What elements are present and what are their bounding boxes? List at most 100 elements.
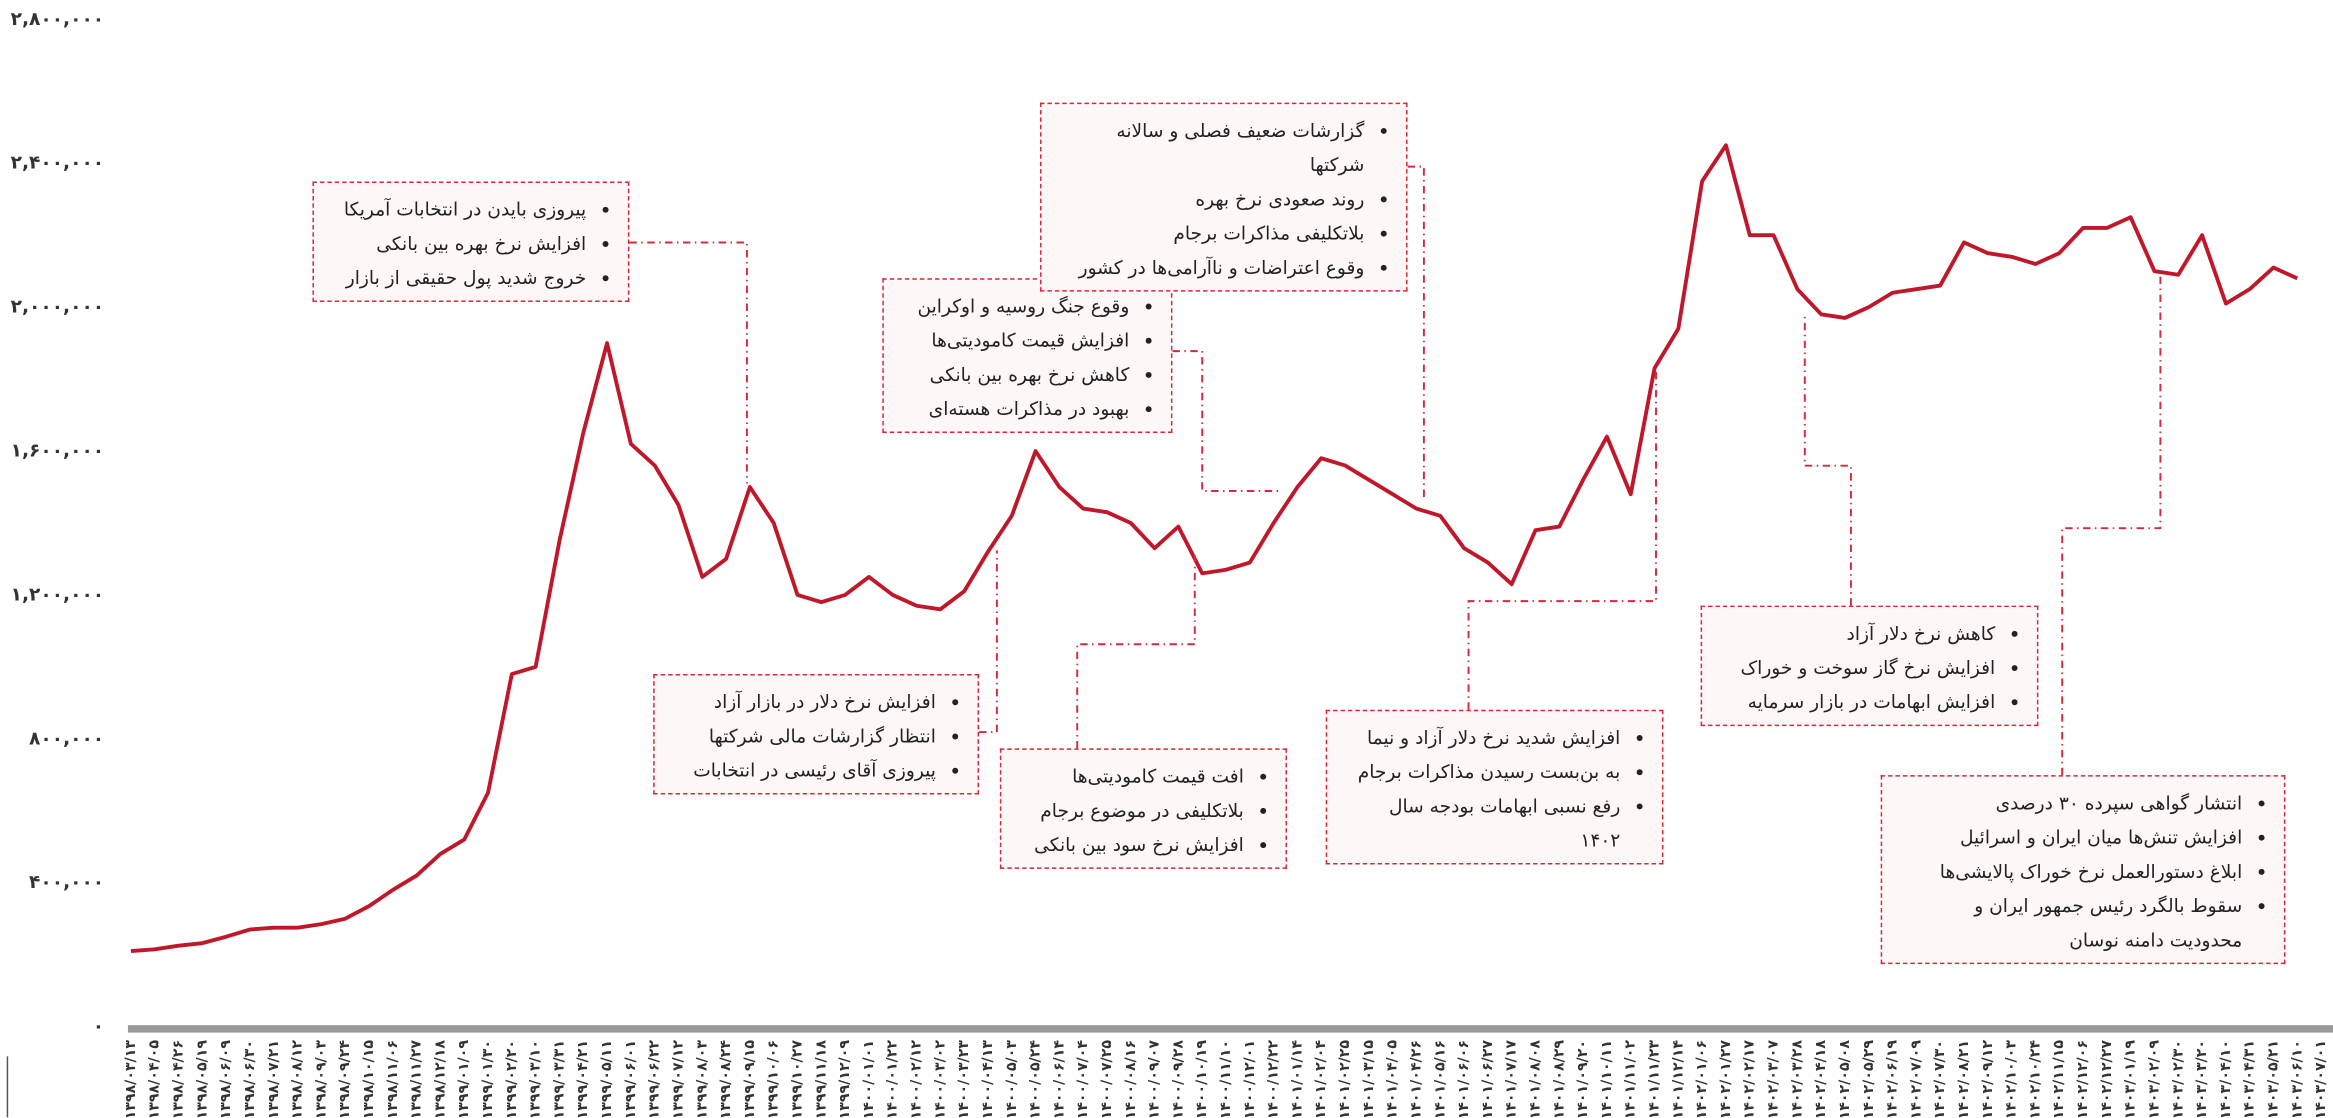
x-tick-label: ۱۴۰۳/۰۲/۰۹ (2146, 1040, 2162, 1118)
x-tick-label: ۱۳۹۹/۱۱/۱۸ (813, 1040, 829, 1118)
annotation-item: گزارشات ضعیف فصلی و سالانه شرکتها (1062, 113, 1364, 181)
x-tick-label: ۱۳۹۸/۰۴/۰۵ (147, 1040, 163, 1118)
x-tick-label: ۱۳۹۹/۰۶/۲۲ (647, 1040, 663, 1118)
annotation-item: افزایش قیمت کامودیتی‌ها (905, 323, 1129, 357)
x-tick-label: ۱۴۰۲/۰۹/۱۲ (1980, 1040, 1996, 1118)
x-tick-label: ۱۴۰۲/۱۰/۲۴ (2027, 1040, 2043, 1118)
x-tick-label: ۱۴۰۰/۰۷/۲۵ (1099, 1040, 1115, 1118)
x-tick-label: ۱۳۹۹/۰۱/۰۹ (456, 1040, 472, 1118)
x-tick-label: ۱۳۹۹/۰۶/۰۱ (623, 1040, 639, 1117)
annotation-box: افزایش شدید نرخ دلار آزاد و نیمابه بن‌بس… (1325, 709, 1664, 865)
x-tick-label: ۱۳۹۹/۱۰/۰۶ (766, 1040, 782, 1117)
annotation-item: به بن‌بست رسیدن مذاکرات برجام (1348, 754, 1621, 788)
annotation-list: افزایش شدید نرخ دلار آزاد و نیمابه بن‌بس… (1348, 720, 1647, 857)
x-axis-band (127, 1025, 2333, 1033)
x-tick-label: ۱۳۹۹/۰۴/۲۱ (575, 1040, 591, 1117)
x-tick-label: ۱۴۰۰/۰۱/۲۲ (885, 1040, 901, 1118)
annotation-item: افزایش شدید نرخ دلار آزاد و نیما (1348, 720, 1620, 754)
x-tick-label: ۱۳۹۸/۰۶/۳۰ (242, 1040, 258, 1117)
annotation-item: پیروزی آقای رئیسی در انتخابات (675, 753, 936, 787)
annotation-item: کاهش نرخ دلار آزاد (1723, 616, 1996, 650)
x-tick-label: ۱۴۰۲/۰۱/۰۶ (1694, 1040, 1710, 1117)
annotation-item: رفع نسبی ابهامات بودجه سال ۱۴۰۲ (1348, 789, 1620, 857)
x-tick-label: ۱۴۰۱/۰۴/۰۵ (1385, 1040, 1401, 1118)
x-tick-label: ۱۳۹۹/۰۵/۱۱ (599, 1040, 615, 1117)
annotation-box: انتشار گواهی سپرده ۳۰ درصدیافزایش تنش‌ها… (1880, 775, 2286, 965)
annotation-item: کاهش نرخ بهره بین بانکی (905, 357, 1130, 391)
x-tick-label: ۱۴۰۰/۰۵/۲۴ (1028, 1040, 1044, 1118)
x-tick-label: ۱۳۹۸/۱۰/۱۵ (361, 1040, 377, 1118)
x-tick-label: ۱۴۰۱/۰۲/۰۴ (1313, 1040, 1329, 1118)
x-tick-label: ۱۴۰۲/۰۸/۲۱ (1956, 1040, 1972, 1117)
x-tick-label: ۱۴۰۳/۰۳/۲۰ (2194, 1040, 2210, 1117)
x-tick-label: ۱۳۹۸/۰۹/۰۳ (313, 1040, 329, 1118)
x-tick-label: ۱۴۰۲/۰۴/۱۸ (1813, 1040, 1829, 1118)
x-tick-label: ۱۳۹۹/۰۲/۲۰ (504, 1040, 520, 1117)
y-tick-label: ۴۰۰,۰۰۰ (29, 872, 104, 893)
x-tick-label: ۱۴۰۰/۰۵/۰۳ (1004, 1040, 1020, 1118)
x-tick-label: ۱۴۰۱/۱۱/۲۳ (1647, 1040, 1663, 1118)
x-tick-label: ۱۴۰۰/۰۷/۰۴ (1075, 1040, 1091, 1118)
x-tick-label: ۱۳۹۹/۰۱/۳۰ (480, 1040, 496, 1117)
x-tick-label: ۱۴۰۳/۰۶/۱۰ (2289, 1040, 2305, 1117)
annotation-item: ابلاغ دستورالعمل نرخ خوراک پالایشی‌ها (1903, 854, 2242, 888)
x-tick-label: ۱۴۰۲/۱۱/۱۵ (2051, 1040, 2067, 1118)
x-tick-label: ۱۴۰۰/۰۲/۱۲ (909, 1040, 925, 1118)
x-tick-label: ۱۴۰۱/۰۴/۲۶ (1408, 1040, 1424, 1117)
x-tick-label: ۱۴۰۰/۰۴/۱۳ (980, 1040, 996, 1118)
annotation-list: کاهش نرخ دلار آزادافزایش نرخ گاز سوخت و … (1723, 616, 2022, 719)
y-tick-label: ۸۰۰,۰۰۰ (29, 728, 104, 749)
x-tick-label: ۱۳۹۹/۰۳/۳۱ (551, 1040, 567, 1117)
x-tick-label: ۱۳۹۹/۰۷/۱۲ (670, 1040, 686, 1118)
x-tick-label: ۱۴۰۱/۰۷/۱۷ (1504, 1040, 1520, 1118)
index-line (130, 143, 2299, 954)
x-tick-label: ۱۴۰۲/۱۲/۰۶ (2075, 1040, 2091, 1117)
annotation-list: افت قیمت کامودیتی‌هابلاتکلیفی در موضوع ب… (1022, 759, 1270, 862)
x-tick-label: ۱۴۰۰/۰۳/۲۳ (956, 1040, 972, 1118)
x-tick-label: ۱۴۰۱/۰۸/۲۹ (1551, 1040, 1567, 1118)
annotation-item: پیروزی بایدن در انتخابات آمریکا (335, 192, 586, 226)
x-tick-label: ۱۴۰۱/۰۸/۰۸ (1527, 1040, 1543, 1118)
connector (2061, 275, 2162, 776)
x-tick-label: ۱۴۰۱/۰۶/۰۶ (1456, 1040, 1472, 1117)
x-tick-label: ۱۳۹۸/۰۷/۲۱ (266, 1040, 282, 1117)
x-tick-label: ۱۴۰۰/۰۱/۰۱ (861, 1040, 877, 1117)
x-tick-label: ۱۴۰۱/۰۶/۲۷ (1480, 1040, 1496, 1118)
connector (979, 550, 998, 734)
annotation-item: خروج شدید پول حقیقی از بازار (335, 260, 586, 294)
x-tick-label: ۱۴۰۰/۱۲/۲۲ (1266, 1040, 1282, 1118)
y-tick-label: ۰ (93, 1016, 104, 1037)
annotation-item: روند صعودی نرخ بهره (1062, 182, 1364, 216)
connector (1407, 165, 1425, 499)
annotation-item: افزایش نرخ دلار در بازار آزاد (675, 684, 936, 718)
x-tick-label: ۱۳۹۹/۰۹/۱۵ (742, 1040, 758, 1118)
x-tick-label: ۱۳۹۹/۰۸/۰۳ (694, 1040, 710, 1118)
x-tick-label: ۱۴۰۳/۰۴/۱۰ (2218, 1040, 2234, 1117)
x-tick-label: ۱۳۹۸/۱۱/۲۷ (409, 1040, 425, 1118)
x-tick-label: ۱۳۹۸/۰۶/۰۹ (218, 1040, 234, 1118)
x-tick-label: ۱۴۰۲/۰۱/۲۷ (1718, 1040, 1734, 1118)
x-tick-label: ۱۳۹۸/۰۹/۲۴ (337, 1040, 353, 1118)
annotation-list: پیروزی بایدن در انتخابات آمریکاافزایش نر… (335, 192, 613, 295)
x-tick-label: ۱۴۰۱/۱۲/۱۴ (1670, 1040, 1686, 1118)
x-tick-label: ۱۴۰۲/۰۳/۰۷ (1766, 1040, 1782, 1118)
x-tick-label: ۱۴۰۲/۰۶/۱۹ (1885, 1040, 1901, 1118)
x-tick-label: ۱۴۰۰/۱۰/۱۹ (1194, 1040, 1210, 1118)
annotation-box: افزایش نرخ دلار در بازار آزادانتظار گزار… (653, 674, 980, 795)
x-tick-label: ۱۴۰۱/۰۲/۲۵ (1337, 1040, 1353, 1118)
x-tick-label: ۱۴۰۱/۱۰/۱۱ (1599, 1040, 1615, 1117)
annotation-item: بلاتکلیفی در موضوع برجام (1022, 793, 1244, 827)
annotation-item: افزایش تنش‌ها میان ایران و اسرائیل (1903, 820, 2242, 854)
connector (629, 241, 748, 484)
x-tick-label: ۱۴۰۲/۰۷/۰۹ (1908, 1040, 1924, 1118)
x-tick-label: ۱۴۰۲/۰۳/۲۸ (1789, 1040, 1805, 1118)
annotation-item: بلاتکلیفی مذاکرات برجام (1062, 216, 1364, 250)
x-tick-label: ۱۴۰۱/۰۹/۲۰ (1575, 1040, 1591, 1117)
x-tick-label: ۱۴۰۲/۰۵/۲۹ (1861, 1040, 1877, 1118)
x-tick-label: ۱۴۰۰/۱۲/۰۱ (1242, 1040, 1258, 1117)
x-tick-label: ۱۴۰۰/۰۶/۱۴ (1051, 1040, 1067, 1118)
y-tick-label: ۱,۶۰۰,۰۰۰ (11, 441, 104, 462)
